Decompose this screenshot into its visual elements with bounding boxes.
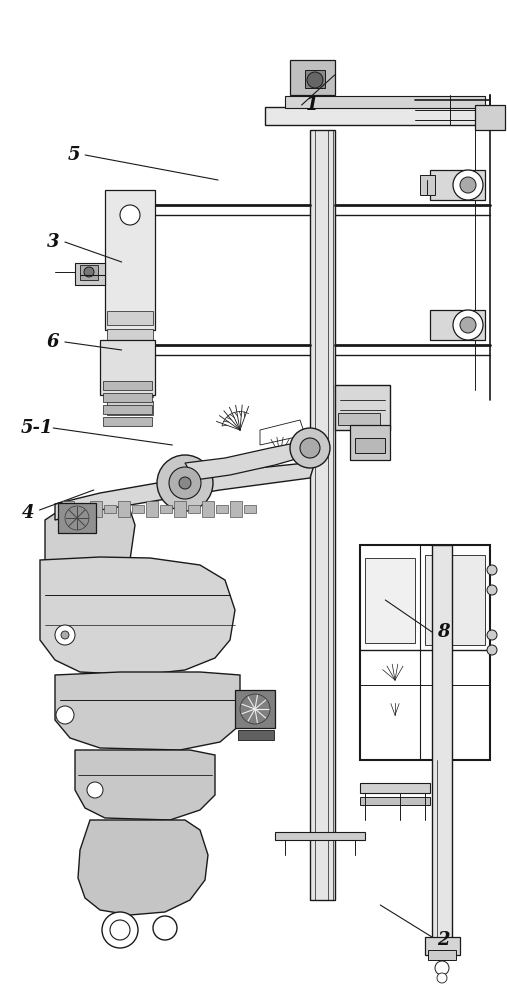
Circle shape: [453, 310, 483, 340]
Bar: [75, 263, 105, 285]
Bar: [235, 690, 275, 728]
Polygon shape: [75, 750, 215, 820]
Bar: [103, 393, 152, 402]
Bar: [188, 505, 200, 513]
Circle shape: [153, 916, 177, 940]
Bar: [350, 425, 390, 460]
Text: 5: 5: [67, 146, 80, 164]
Circle shape: [460, 317, 476, 333]
Bar: [360, 797, 430, 805]
Text: 8: 8: [438, 623, 450, 641]
Bar: [285, 96, 485, 108]
Text: 5-1: 5-1: [20, 419, 53, 437]
Bar: [216, 505, 228, 513]
Text: 3: 3: [47, 233, 59, 251]
Bar: [62, 501, 74, 517]
Bar: [335, 385, 390, 430]
Polygon shape: [45, 503, 135, 565]
Bar: [107, 347, 153, 361]
Text: 4: 4: [22, 504, 34, 522]
Circle shape: [179, 477, 191, 489]
Circle shape: [453, 170, 483, 200]
Circle shape: [102, 912, 138, 948]
Bar: [80, 265, 98, 280]
Polygon shape: [185, 440, 310, 480]
Bar: [420, 175, 435, 195]
Bar: [432, 545, 452, 940]
Bar: [58, 503, 96, 533]
Circle shape: [84, 267, 94, 277]
Circle shape: [169, 467, 201, 499]
Bar: [107, 383, 153, 397]
Circle shape: [487, 585, 497, 595]
Circle shape: [290, 428, 330, 468]
Circle shape: [487, 645, 497, 655]
Polygon shape: [78, 820, 208, 915]
Bar: [107, 401, 153, 415]
Circle shape: [61, 631, 69, 639]
Text: 2: 2: [438, 931, 450, 949]
Bar: [107, 365, 153, 379]
Bar: [275, 832, 365, 840]
Bar: [430, 310, 485, 340]
Bar: [107, 311, 153, 325]
Bar: [104, 505, 116, 513]
Bar: [365, 558, 415, 643]
Text: 1: 1: [306, 96, 318, 114]
Bar: [76, 505, 88, 513]
Bar: [107, 329, 153, 343]
Bar: [174, 501, 186, 517]
Bar: [338, 413, 380, 425]
Bar: [425, 555, 485, 645]
Circle shape: [460, 177, 476, 193]
Bar: [244, 505, 256, 513]
Bar: [290, 60, 335, 95]
Circle shape: [487, 565, 497, 575]
Polygon shape: [55, 672, 240, 750]
Circle shape: [87, 782, 103, 798]
Bar: [425, 937, 460, 955]
Circle shape: [157, 455, 213, 511]
Bar: [100, 340, 155, 395]
Polygon shape: [55, 462, 315, 520]
Bar: [360, 783, 430, 793]
Bar: [265, 107, 485, 125]
Circle shape: [56, 706, 74, 724]
Polygon shape: [40, 557, 235, 675]
Bar: [202, 501, 214, 517]
Bar: [238, 730, 274, 740]
Circle shape: [307, 72, 323, 88]
Circle shape: [437, 973, 447, 983]
Bar: [160, 505, 172, 513]
Bar: [103, 405, 152, 414]
Bar: [428, 950, 456, 960]
Bar: [360, 545, 490, 760]
Circle shape: [300, 438, 320, 458]
Bar: [132, 505, 144, 513]
Bar: [146, 501, 158, 517]
Bar: [103, 381, 152, 390]
Bar: [305, 70, 325, 88]
Circle shape: [487, 630, 497, 640]
Circle shape: [435, 961, 449, 975]
Bar: [90, 501, 102, 517]
Circle shape: [120, 205, 140, 225]
Bar: [105, 190, 155, 330]
Bar: [230, 501, 242, 517]
Bar: [355, 438, 385, 453]
Bar: [310, 130, 335, 900]
Bar: [118, 501, 130, 517]
Bar: [103, 417, 152, 426]
Text: 6: 6: [47, 333, 59, 351]
Bar: [430, 170, 485, 200]
Circle shape: [55, 625, 75, 645]
Bar: [475, 105, 505, 130]
